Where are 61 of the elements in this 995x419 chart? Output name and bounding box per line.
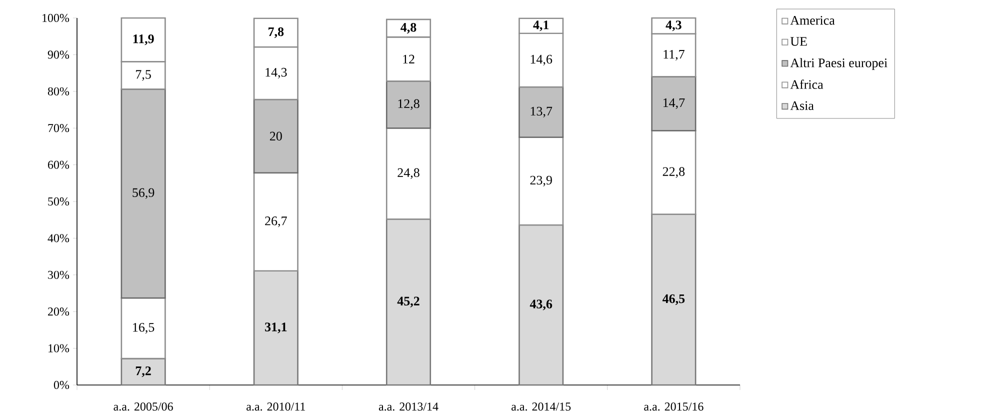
y-tick-label: 70% (48, 124, 70, 132)
data-label: 7,5 (136, 70, 151, 81)
y-tick-label: 90% (48, 50, 70, 59)
y-tick-label: 30% (48, 270, 70, 279)
y-tick-label: 40% (48, 234, 70, 242)
legend-label: Asia (790, 101, 814, 110)
y-tick-label: 0% (54, 380, 70, 390)
y-tick-label: 80% (48, 87, 70, 96)
data-label: 12 (403, 54, 414, 64)
data-label: 4,3 (666, 20, 682, 32)
bar (386, 127, 432, 220)
data-label: 11,7 (664, 50, 684, 61)
data-label: 11,9 (133, 34, 154, 46)
x-tick-label: a.a. 2013/14 (378, 402, 438, 411)
y-tick-label: 10% (48, 344, 70, 352)
legend-label: Africa (790, 80, 824, 89)
bar (120, 358, 166, 386)
bar (518, 224, 564, 386)
data-label: 20 (270, 132, 282, 141)
bar (518, 86, 564, 138)
bar (120, 88, 166, 299)
data-label: 7,8 (268, 27, 284, 38)
bar (518, 136, 564, 226)
bar (253, 172, 298, 272)
data-label: 14,6 (530, 54, 552, 66)
x-tick-label: a.a. 2010/11 (246, 402, 305, 411)
data-label: 45,2 (397, 296, 420, 308)
data-label: 13,7 (530, 106, 552, 118)
bar (386, 218, 432, 386)
data-label: 12,8 (398, 99, 420, 110)
data-label: 24,8 (398, 168, 420, 179)
bar (253, 270, 298, 386)
y-tick-label: 20% (48, 308, 70, 316)
legend-label: America (790, 16, 835, 25)
bar (651, 130, 696, 215)
bar (120, 297, 166, 360)
data-label: 43,6 (530, 300, 552, 310)
data-label: 23,9 (530, 176, 552, 186)
data-label: 14,3 (266, 68, 287, 79)
data-label: 7,2 (136, 366, 151, 378)
y-tick-label: 50% (48, 197, 70, 206)
data-label: 46,5 (662, 294, 685, 305)
y-tick-label: 100% (42, 14, 70, 22)
data-label: 4,1 (533, 20, 549, 32)
data-label: 4,8 (400, 22, 416, 34)
data-label: 56,9 (132, 188, 154, 199)
bar (651, 76, 696, 132)
data-label: 14,7 (663, 98, 685, 109)
bar (651, 214, 696, 386)
x-tick-label: a.a. 2015/16 (644, 402, 704, 411)
x-tick-label: a.a. 2014/15 (512, 402, 571, 411)
bar (253, 98, 298, 174)
x-tick-label: a.a. 2005/06 (114, 402, 173, 411)
data-label: 16,5 (133, 322, 154, 334)
legend-label: UE (790, 37, 807, 46)
data-label: 26,7 (265, 216, 287, 228)
data-label: 31,1 (265, 322, 287, 334)
legend-label: Altri Paesi europei (790, 58, 888, 70)
bar (386, 80, 432, 129)
data-label: 22,8 (662, 167, 685, 178)
y-tick-label: 60% (48, 160, 70, 169)
